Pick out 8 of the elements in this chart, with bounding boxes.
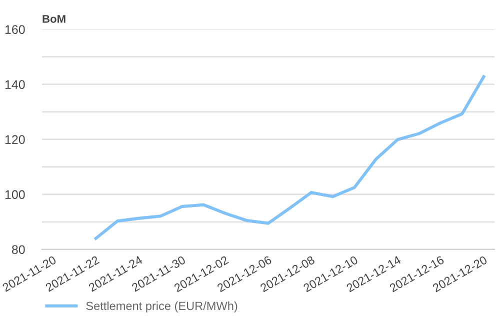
y-tick-label: 160	[5, 25, 25, 34]
line-series	[94, 75, 486, 240]
y-tick-label: 140	[5, 80, 25, 90]
y-tick-label: 120	[5, 135, 25, 144]
chart-title: BoM	[42, 15, 66, 23]
y-tick-label: 100	[5, 190, 25, 200]
legend-label: Settlement price (EUR/MWh)	[86, 301, 238, 312]
y-tick-label: 80	[12, 245, 25, 254]
